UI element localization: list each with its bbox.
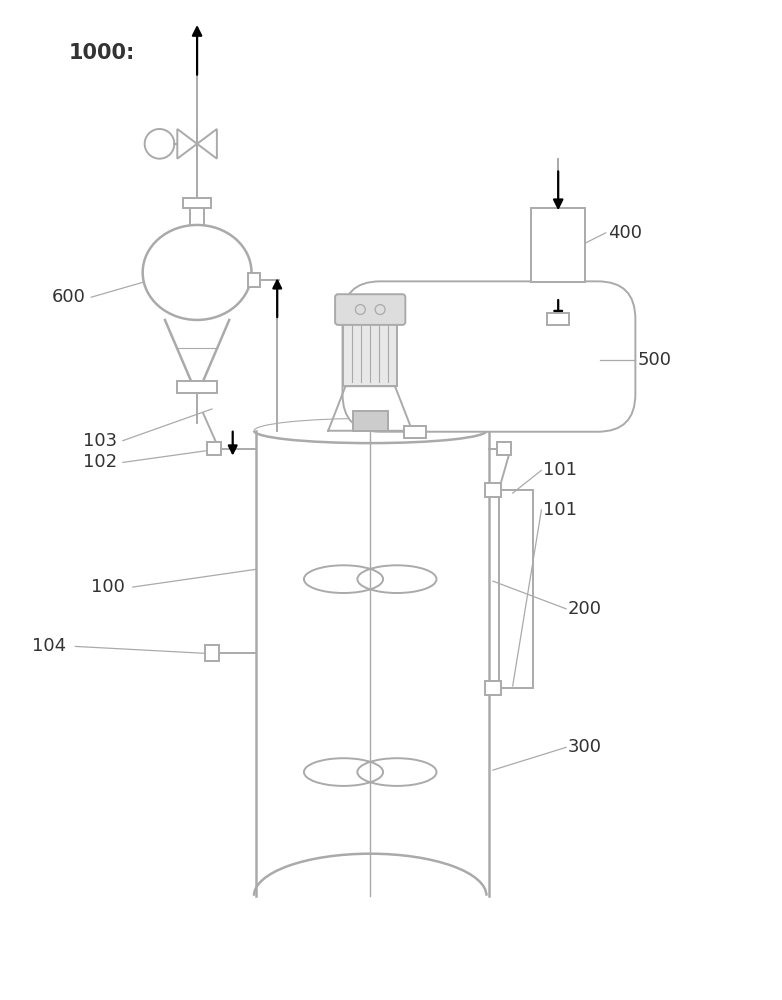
Bar — [178, 381, 217, 393]
Bar — [499, 490, 533, 688]
Bar — [343, 322, 397, 386]
Bar — [485, 681, 500, 695]
Bar — [353, 411, 388, 431]
Bar — [497, 442, 511, 455]
Polygon shape — [178, 129, 197, 159]
Text: 102: 102 — [84, 453, 117, 471]
FancyBboxPatch shape — [335, 294, 405, 325]
Bar — [183, 198, 211, 208]
FancyBboxPatch shape — [343, 281, 635, 432]
Text: 300: 300 — [568, 738, 602, 756]
Text: 100: 100 — [91, 578, 125, 596]
Polygon shape — [197, 129, 217, 159]
Bar — [248, 273, 260, 287]
Text: 101: 101 — [543, 501, 577, 519]
Bar — [404, 426, 425, 438]
Text: 104: 104 — [32, 637, 66, 655]
Bar — [485, 483, 500, 497]
Text: 101: 101 — [543, 461, 577, 479]
Bar — [207, 442, 221, 455]
Text: 1000:: 1000: — [69, 43, 135, 63]
Bar — [547, 313, 569, 325]
Text: 400: 400 — [608, 224, 642, 242]
Bar — [205, 645, 219, 661]
Text: 103: 103 — [84, 432, 117, 450]
Text: 600: 600 — [52, 288, 85, 306]
Text: 500: 500 — [637, 351, 671, 369]
Text: 200: 200 — [568, 600, 602, 618]
Bar — [531, 208, 586, 282]
